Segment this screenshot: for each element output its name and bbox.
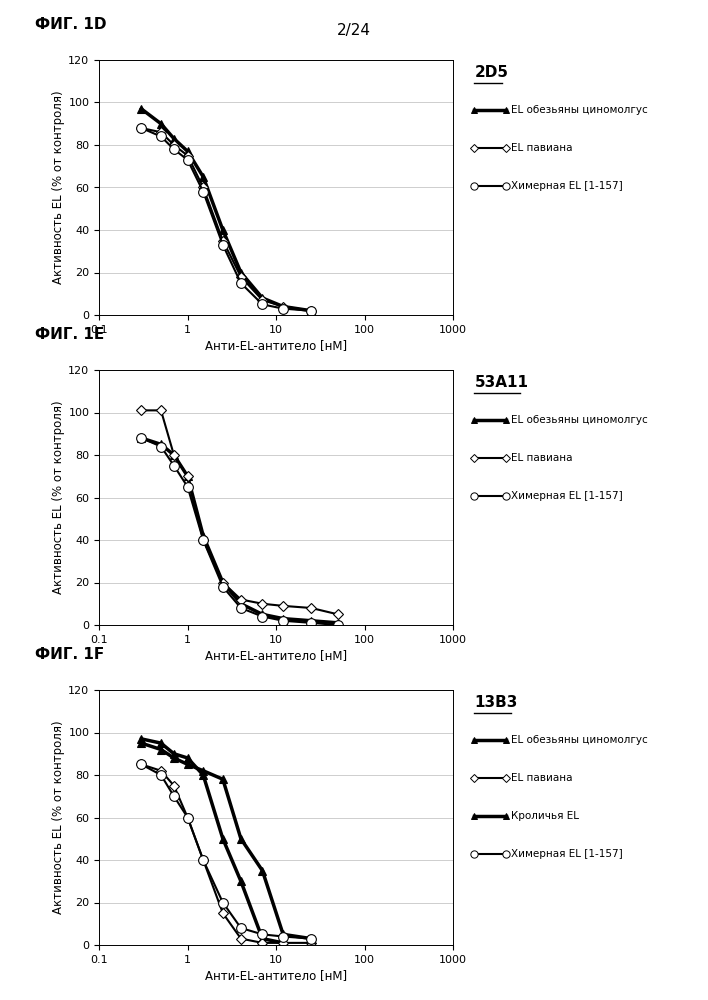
Text: ФИГ. 1D: ФИГ. 1D	[35, 17, 107, 32]
X-axis label: Анти-EL-антитело [нМ]: Анти-EL-антитело [нМ]	[205, 969, 347, 982]
Text: ФИГ. 1E: ФИГ. 1E	[35, 327, 105, 342]
Text: 2/24: 2/24	[337, 23, 371, 38]
X-axis label: Анти-EL-антитело [нМ]: Анти-EL-антитело [нМ]	[205, 649, 347, 662]
Text: Химерная EL [1-157]: Химерная EL [1-157]	[511, 181, 623, 191]
Text: EL павиана: EL павиана	[511, 453, 573, 463]
Text: EL обезьяны циномолгус: EL обезьяны циномолгус	[511, 735, 648, 745]
Text: Химерная EL [1-157]: Химерная EL [1-157]	[511, 849, 623, 859]
Text: 2D5: 2D5	[474, 65, 508, 80]
Text: ФИГ. 1F: ФИГ. 1F	[35, 647, 105, 662]
Text: 53A11: 53A11	[474, 375, 528, 390]
Text: Химерная EL [1-157]: Химерная EL [1-157]	[511, 491, 623, 501]
Text: EL павиана: EL павиана	[511, 773, 573, 783]
Y-axis label: Активность EL (% от контроля): Активность EL (% от контроля)	[52, 91, 66, 284]
Y-axis label: Активность EL (% от контроля): Активность EL (% от контроля)	[52, 721, 66, 914]
X-axis label: Анти-EL-антитело [нМ]: Анти-EL-антитело [нМ]	[205, 339, 347, 352]
Y-axis label: Активность EL (% от контроля): Активность EL (% от контроля)	[52, 401, 66, 594]
Text: 13В3: 13В3	[474, 695, 518, 710]
Text: EL обезьяны циномолгус: EL обезьяны циномолгус	[511, 415, 648, 425]
Text: EL павиана: EL павиана	[511, 143, 573, 153]
Text: EL обезьяны циномолгус: EL обезьяны циномолгус	[511, 105, 648, 115]
Text: Кроличья EL: Кроличья EL	[511, 811, 579, 821]
